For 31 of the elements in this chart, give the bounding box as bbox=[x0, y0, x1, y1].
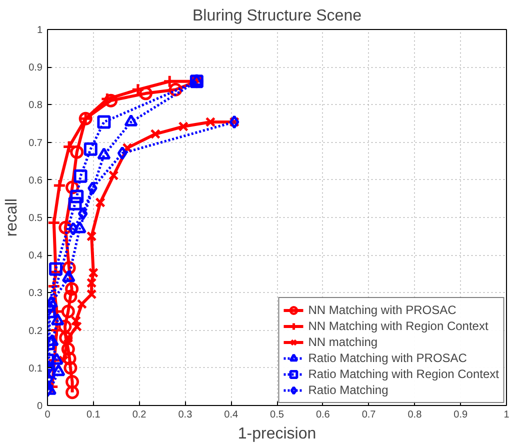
legend-label: NN Matching with PROSAC bbox=[308, 302, 456, 318]
legend-label: NN Matching with Region Context bbox=[308, 318, 488, 334]
y-tick-label: 0.5 bbox=[28, 213, 43, 224]
x-tick-label: 0.6 bbox=[316, 410, 330, 420]
x-tick-label: 0.9 bbox=[454, 410, 468, 420]
y-axis-title: recall bbox=[4, 198, 21, 237]
x-tick-label: 0.7 bbox=[362, 410, 376, 420]
y-tick-label: 0.9 bbox=[28, 62, 43, 74]
x-tick-label: 0 bbox=[44, 410, 51, 420]
y-tick-label: 0.3 bbox=[28, 288, 43, 300]
x-tick-label: 0.3 bbox=[178, 410, 193, 420]
y-tick-label: 0.6 bbox=[28, 175, 43, 186]
y-tick-label: 1 bbox=[36, 25, 43, 36]
y-tick-label: 0.7 bbox=[28, 138, 43, 149]
y-tick-label: 0.4 bbox=[28, 250, 43, 262]
y-tick-label: 0 bbox=[36, 401, 43, 412]
x-tick-label: 1 bbox=[504, 410, 510, 420]
x-tick-label: 0.1 bbox=[86, 410, 101, 420]
legend-label: Ratio Matching with PROSAC bbox=[308, 350, 467, 366]
y-tick-label: 0.1 bbox=[28, 363, 43, 374]
x-axis-title: 1-precision bbox=[238, 426, 316, 442]
x-tick-label: 0.4 bbox=[224, 410, 238, 420]
legend-label: Ratio Matching bbox=[308, 382, 388, 398]
y-tick-label: 0.8 bbox=[28, 100, 43, 112]
y-tick-label: 0.2 bbox=[28, 326, 43, 337]
x-tick-label: 0.2 bbox=[132, 410, 147, 420]
legend-label: NN matching bbox=[308, 334, 378, 350]
x-tick-label: 0.5 bbox=[270, 410, 284, 420]
legend-label: Ratio Matching with Region Context bbox=[308, 366, 499, 382]
chart-title: Bluring Structure Scene bbox=[192, 8, 362, 24]
x-tick-label: 0.8 bbox=[408, 410, 422, 420]
